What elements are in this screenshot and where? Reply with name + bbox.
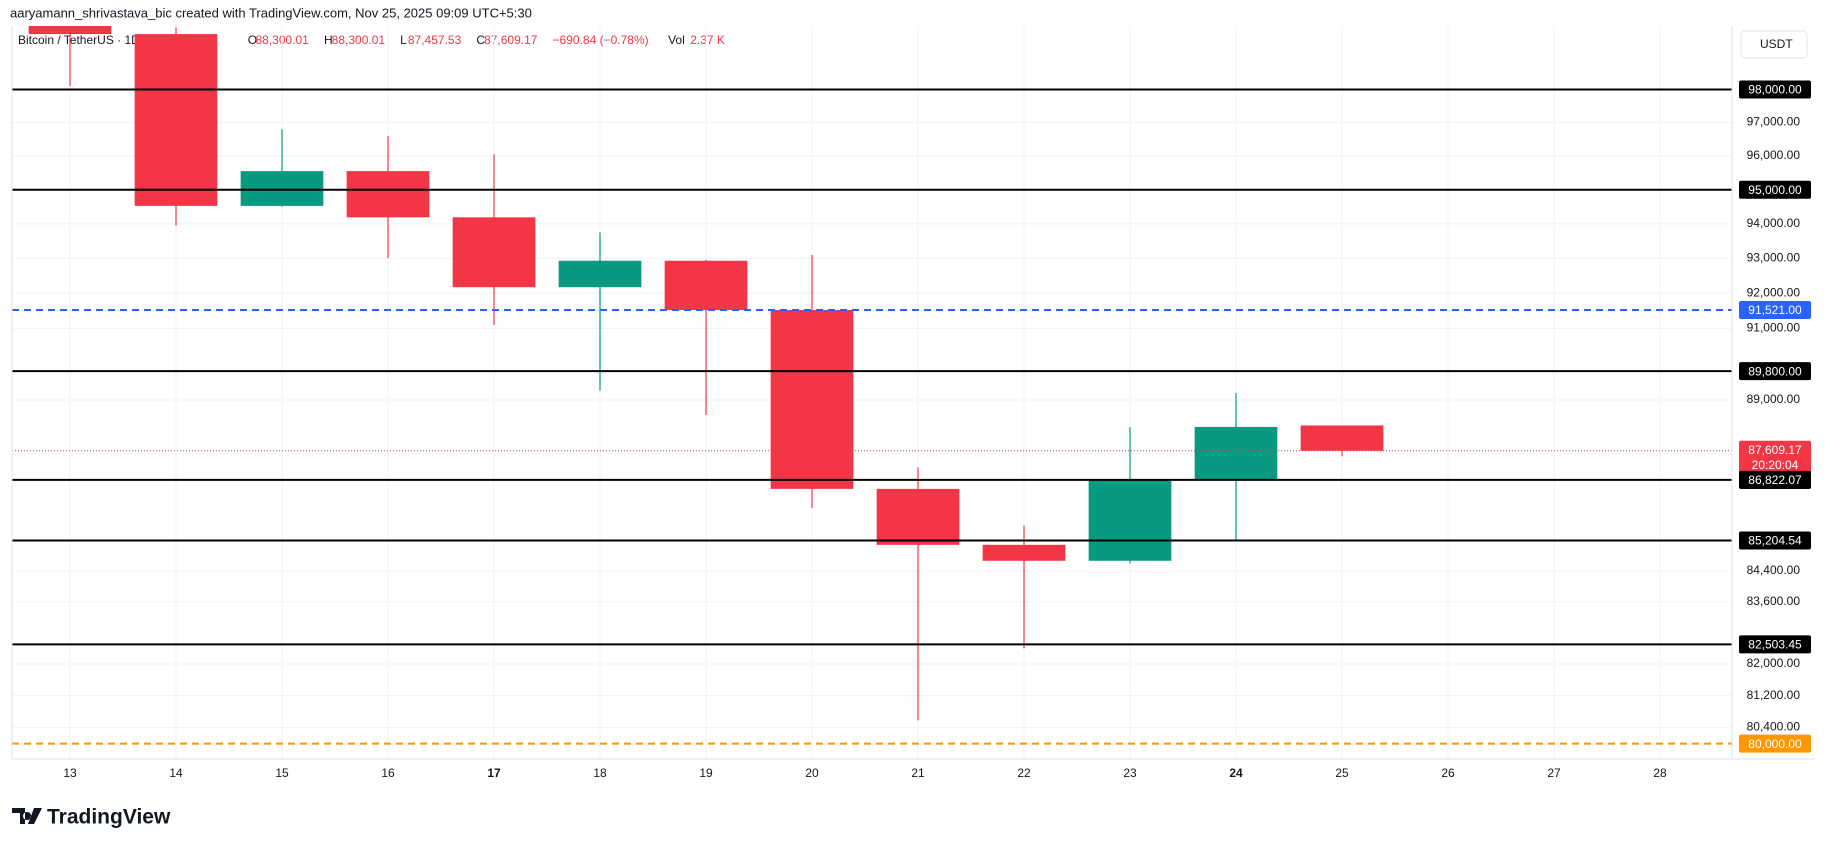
x-tick-label: 21: [911, 766, 925, 780]
ohlc-key: C: [476, 33, 485, 47]
level-label: 86,822.07: [1748, 473, 1802, 487]
y-tick-label: 94,000.00: [1747, 216, 1801, 230]
candle-body: [664, 260, 748, 311]
level-badge: [1739, 470, 1811, 489]
level-badge: [1739, 531, 1811, 550]
x-tick-label: 16: [381, 766, 395, 780]
candle-body: [982, 544, 1066, 561]
y-tick-label: 84,400.00: [1747, 563, 1801, 577]
logo: TradingView: [12, 806, 171, 829]
x-tick-label: 25: [1335, 766, 1349, 780]
candle-body: [452, 217, 536, 288]
countdown-label: 20:20:04: [1752, 458, 1799, 472]
y-tick-label: 89,000.00: [1747, 392, 1801, 406]
candle-body: [240, 171, 324, 206]
level-label: 80,000.00: [1748, 737, 1802, 751]
x-tick-label: 24: [1229, 766, 1243, 780]
candle-body: [876, 488, 960, 545]
candle-body: [134, 34, 218, 206]
currency-button[interactable]: [1740, 30, 1808, 59]
candle-body: [1088, 480, 1172, 561]
level-badge: [1739, 180, 1811, 199]
level-badge: [1739, 80, 1811, 99]
logo-text: TradingView: [47, 806, 171, 829]
level-label: 85,204.54: [1748, 534, 1802, 548]
level-label: 98,000.00: [1748, 83, 1802, 97]
volume-key: Vol: [668, 33, 685, 47]
currency-label: USDT: [1760, 37, 1793, 51]
x-tick-label: 13: [63, 766, 77, 780]
candle-body: [28, 26, 112, 35]
x-tick-label: 22: [1017, 766, 1031, 780]
ohlc-value: 88,300.01: [332, 33, 386, 47]
x-tick-label: 19: [699, 766, 713, 780]
level-badge: [1739, 300, 1811, 319]
volume-value: 2.37 K: [690, 33, 725, 47]
y-tick-label: 92,000.00: [1747, 285, 1801, 299]
symbol-legend: Bitcoin / TetherUS · 1D · Binance O88,300…: [18, 33, 725, 47]
x-tick-label: 18: [593, 766, 607, 780]
last-price-label: 87,609.17: [1748, 443, 1802, 457]
ohlc-value: 87,457.53: [408, 33, 462, 47]
candle-body: [1194, 426, 1278, 481]
y-tick-label: 82,000.00: [1747, 656, 1801, 670]
credit-line: aaryamann_shrivastava_bic created with T…: [10, 5, 532, 20]
x-tick-label: 26: [1441, 766, 1455, 780]
ohlc-key: L: [400, 33, 407, 47]
y-tick-label: 91,000.00: [1747, 321, 1801, 335]
candle-body: [346, 171, 430, 218]
y-tick-label: 83,600.00: [1747, 594, 1801, 608]
level-badge: [1739, 734, 1811, 753]
candle-body: [770, 310, 854, 489]
y-tick-label: 97,000.00: [1747, 115, 1801, 129]
x-tick-label: 27: [1547, 766, 1561, 780]
x-tick-label: 14: [169, 766, 183, 780]
logo-mark: [12, 808, 42, 824]
level-label: 89,800.00: [1748, 364, 1802, 378]
y-tick-label: 96,000.00: [1747, 148, 1801, 162]
level-label: 95,000.00: [1748, 183, 1802, 197]
ohlc-key: H: [324, 33, 333, 47]
candle-body: [558, 260, 642, 288]
plot-area: [12, 26, 1732, 759]
x-tick-label: 15: [275, 766, 289, 780]
ohlc-key: O: [248, 33, 257, 47]
x-tick-label: 20: [805, 766, 819, 780]
y-tick-label: 93,000.00: [1747, 250, 1801, 264]
level-badge: [1739, 635, 1811, 654]
price-change: −690.84 (−0.78%): [553, 33, 649, 47]
x-tick-label: 17: [487, 766, 501, 780]
y-tick-label: 80,400.00: [1747, 720, 1801, 734]
level-label: 82,503.45: [1748, 638, 1802, 652]
level-label: 91,521.00: [1748, 303, 1802, 317]
level-badge: [1739, 362, 1811, 381]
ohlc-value: 87,609.17: [484, 33, 538, 47]
last-price-badge: [1739, 440, 1811, 475]
y-tick-label: 81,200.00: [1747, 688, 1801, 702]
candle-body: [1300, 425, 1384, 451]
x-tick-label: 28: [1653, 766, 1667, 780]
x-tick-label: 23: [1123, 766, 1137, 780]
